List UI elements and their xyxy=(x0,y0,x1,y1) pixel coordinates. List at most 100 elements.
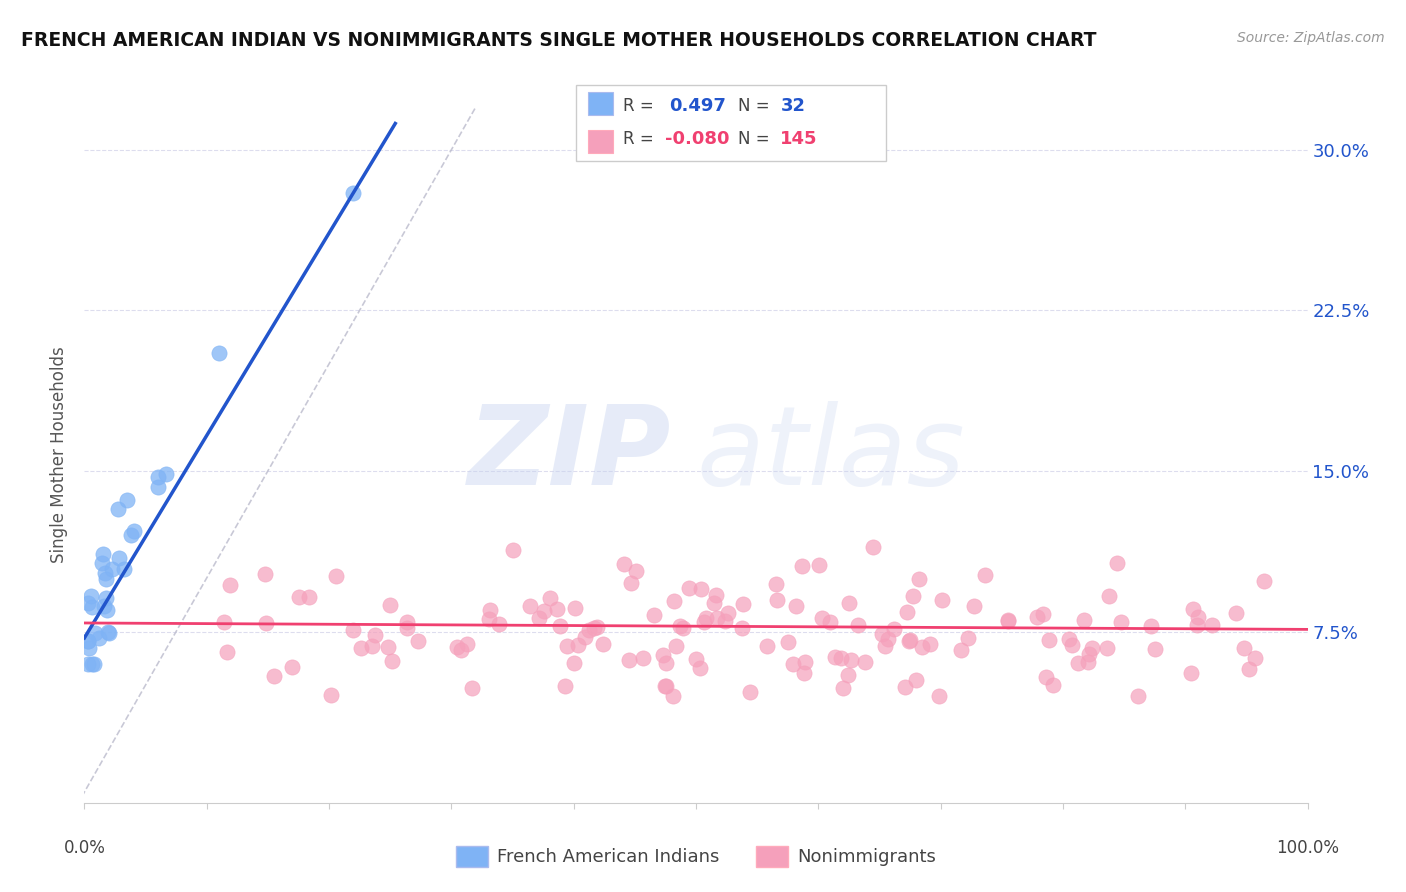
Point xyxy=(785,599,807,613)
Point xyxy=(837,668,859,682)
Point xyxy=(931,593,953,607)
Point xyxy=(617,653,640,667)
Point xyxy=(1095,640,1118,655)
Point xyxy=(974,568,997,582)
Point xyxy=(263,668,285,682)
Point xyxy=(897,633,920,648)
Point xyxy=(957,631,980,645)
Text: R =: R = xyxy=(623,97,654,115)
Point xyxy=(219,578,242,592)
Point xyxy=(1140,619,1163,633)
Point xyxy=(364,628,387,642)
Point xyxy=(96,603,118,617)
Point xyxy=(1182,601,1205,615)
Point xyxy=(380,598,402,612)
Point xyxy=(77,657,100,671)
Point xyxy=(1038,633,1060,648)
Point xyxy=(1187,618,1209,632)
Point xyxy=(901,589,924,603)
Point xyxy=(381,654,404,668)
Point xyxy=(950,642,973,657)
Point xyxy=(717,607,740,621)
Point xyxy=(396,615,419,629)
Point xyxy=(1225,606,1247,620)
Point xyxy=(714,614,737,628)
Point xyxy=(1201,618,1223,632)
Point xyxy=(91,557,114,571)
Point xyxy=(997,614,1019,628)
Point xyxy=(613,558,636,572)
Point xyxy=(1059,632,1081,646)
Point xyxy=(824,650,846,665)
Point xyxy=(564,601,586,615)
Point xyxy=(583,621,606,635)
Point xyxy=(450,642,472,657)
Point xyxy=(548,618,571,632)
Point xyxy=(122,524,145,538)
Point xyxy=(108,551,131,566)
Point xyxy=(395,621,418,635)
Point xyxy=(1035,670,1057,684)
Point xyxy=(807,558,830,573)
Text: FRENCH AMERICAN INDIAN VS NONIMMIGRANTS SINGLE MOTHER HOUSEHOLDS CORRELATION CHA: FRENCH AMERICAN INDIAN VS NONIMMIGRANTS … xyxy=(21,31,1097,50)
Point xyxy=(146,480,169,494)
Text: 145: 145 xyxy=(780,130,818,148)
Point xyxy=(212,615,235,629)
Point xyxy=(1237,662,1260,676)
Point xyxy=(883,622,905,636)
Point xyxy=(862,541,884,555)
Point xyxy=(80,589,103,603)
Point xyxy=(655,656,678,670)
Point xyxy=(668,619,690,633)
Point xyxy=(297,590,319,604)
Text: N =: N = xyxy=(738,130,769,148)
Point xyxy=(93,599,115,613)
Point xyxy=(77,634,100,648)
Point xyxy=(586,620,609,634)
Point xyxy=(832,681,855,695)
Point xyxy=(765,576,787,591)
Point xyxy=(325,569,347,583)
Point xyxy=(690,582,713,597)
Point xyxy=(1042,678,1064,692)
Point xyxy=(546,601,568,615)
Text: 0.0%: 0.0% xyxy=(63,839,105,857)
Point xyxy=(83,657,105,671)
Point xyxy=(101,562,124,576)
Point xyxy=(811,611,834,625)
Point xyxy=(893,681,915,695)
Text: 100.0%: 100.0% xyxy=(1277,839,1339,857)
Text: 32: 32 xyxy=(780,97,806,115)
Point xyxy=(793,666,815,681)
Point xyxy=(83,626,105,640)
Point xyxy=(631,651,654,665)
Point xyxy=(624,565,647,579)
Point xyxy=(567,638,589,652)
Point xyxy=(342,186,364,200)
Point xyxy=(288,590,311,604)
Point xyxy=(755,639,778,653)
Point xyxy=(870,626,893,640)
Point xyxy=(1244,650,1267,665)
Point xyxy=(928,689,950,703)
Point xyxy=(1187,609,1209,624)
Text: 0.497: 0.497 xyxy=(669,97,725,115)
Point xyxy=(479,603,502,617)
Point xyxy=(907,572,929,586)
Point xyxy=(839,653,862,667)
Point xyxy=(651,648,673,663)
Point xyxy=(678,581,700,595)
Point xyxy=(896,605,918,619)
Point xyxy=(554,679,576,693)
Point xyxy=(82,600,104,615)
Text: R =: R = xyxy=(623,130,654,148)
Point xyxy=(1109,615,1132,630)
Point xyxy=(342,623,364,637)
Point xyxy=(406,633,429,648)
Point xyxy=(97,625,120,640)
Point xyxy=(1077,655,1099,669)
Point xyxy=(1144,641,1167,656)
Point xyxy=(87,631,110,645)
Point xyxy=(838,596,860,610)
Point xyxy=(1180,666,1202,681)
